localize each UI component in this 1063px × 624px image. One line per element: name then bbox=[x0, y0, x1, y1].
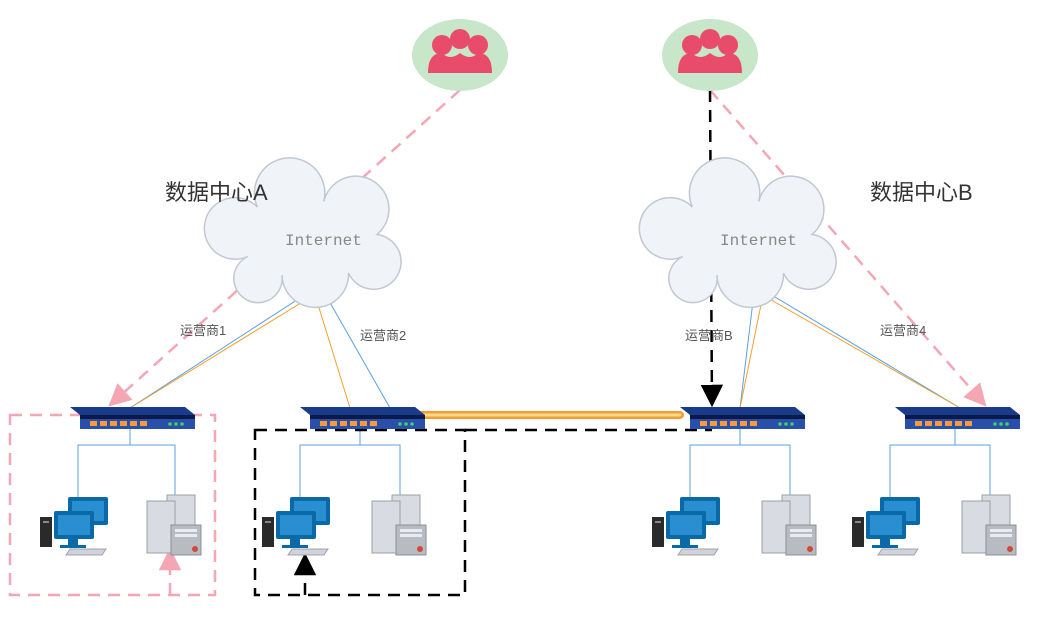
isp2-label: 运营商2 bbox=[360, 325, 406, 344]
pc-icon bbox=[40, 497, 108, 555]
pc-icon bbox=[852, 497, 920, 555]
isp3-label: 运营商B bbox=[685, 325, 733, 344]
router-icon bbox=[70, 407, 195, 429]
network-svg bbox=[0, 0, 1063, 624]
server-icon bbox=[962, 495, 1016, 555]
isp4-label: 运营商4 bbox=[880, 320, 926, 339]
router-icon bbox=[895, 407, 1020, 429]
links-layer bbox=[78, 285, 990, 500]
pc-icon bbox=[652, 497, 720, 555]
datacenter-b-label: 数据中心B bbox=[870, 175, 973, 207]
server-icon bbox=[147, 495, 201, 555]
diagram-canvas: 数据中心A 数据中心B Internet Internet 运营商1 运营商2 … bbox=[0, 0, 1063, 624]
router-icon bbox=[680, 407, 805, 429]
internet-b-label: Internet bbox=[720, 232, 797, 250]
isp1-label: 运营商1 bbox=[180, 320, 226, 339]
datacenter-a-label: 数据中心A bbox=[165, 175, 268, 207]
server-icon bbox=[762, 495, 816, 555]
nodes-layer bbox=[40, 19, 1020, 555]
users-icon bbox=[662, 19, 758, 91]
users-icon bbox=[412, 19, 508, 91]
pc-icon bbox=[262, 497, 330, 555]
server-icon bbox=[372, 495, 426, 555]
router-icon bbox=[300, 407, 425, 429]
internet-a-label: Internet bbox=[285, 232, 362, 250]
